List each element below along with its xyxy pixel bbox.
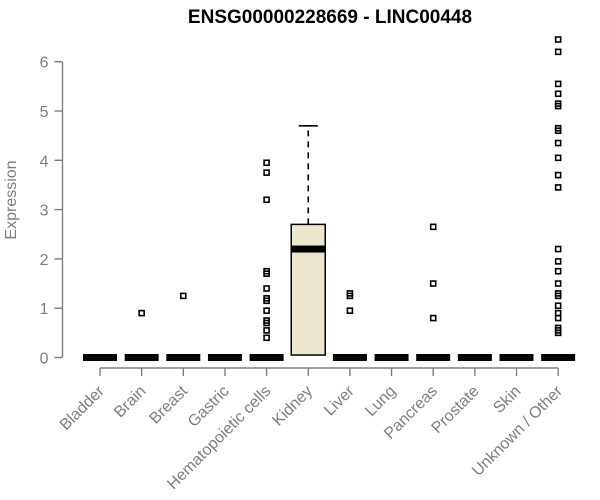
outlier-point <box>554 258 562 265</box>
zero-median-bar <box>457 354 492 361</box>
x-tick-label: Breast <box>146 382 191 427</box>
outlier-point <box>554 314 562 322</box>
outlier-point <box>554 80 562 88</box>
outlier-point <box>429 280 437 287</box>
chart-title: ENSG00000228669 - LINC00448 <box>188 7 472 28</box>
zero-median-bar <box>541 354 576 361</box>
y-tick-label: 1 <box>40 301 49 318</box>
outlier-point <box>429 314 437 322</box>
y-axis-label: Expression <box>3 160 20 239</box>
outlier-point <box>263 297 270 305</box>
y-tick-label: 4 <box>40 153 49 170</box>
x-tick-label: Lung <box>362 383 399 420</box>
outlier-point <box>554 127 562 135</box>
outlier-point <box>263 307 270 314</box>
outlier-point <box>346 292 354 300</box>
median-bar <box>291 245 326 253</box>
outlier-point <box>554 280 562 287</box>
x-tick-label: Brain <box>111 383 149 421</box>
outlier-point <box>554 48 562 56</box>
outlier-point <box>554 292 562 300</box>
outlier-point <box>554 90 562 98</box>
y-tick-label: 5 <box>40 104 49 121</box>
outlier-point <box>554 102 562 110</box>
zero-median-bar <box>207 354 242 361</box>
zero-median-bar <box>166 354 201 361</box>
outlier-point <box>429 223 437 231</box>
outlier-point <box>554 184 562 191</box>
zero-median-bar <box>374 354 409 361</box>
zero-median-bar <box>249 354 284 361</box>
zero-median-bar <box>416 354 451 361</box>
x-tick-label: Bladder <box>57 382 108 433</box>
outlier-point <box>554 154 562 162</box>
y-tick-label: 0 <box>40 351 49 368</box>
y-tick-label: 2 <box>40 252 49 269</box>
x-tick-label: Liver <box>321 382 358 419</box>
box-rect <box>290 223 326 356</box>
zero-median-bar <box>499 354 534 361</box>
zero-median-bar <box>124 354 159 361</box>
outlier-point <box>346 307 354 314</box>
outlier-point <box>554 302 562 310</box>
outlier-point <box>263 159 270 167</box>
outlier-point <box>180 292 187 300</box>
outlier-point <box>263 327 270 334</box>
y-tick-label: 6 <box>40 55 49 72</box>
outlier-point <box>263 169 270 176</box>
outlier-point <box>263 270 270 277</box>
outlier-point <box>554 139 562 147</box>
zero-median-bar <box>83 354 117 361</box>
outlier-point <box>554 245 562 253</box>
x-tick-label: Kidney <box>269 383 316 430</box>
outlier-point <box>554 36 562 43</box>
y-tick-label: 3 <box>40 203 49 220</box>
zero-median-bar <box>332 354 367 361</box>
outlier-point <box>263 285 270 292</box>
outlier-point <box>263 319 270 327</box>
outlier-point <box>554 329 562 337</box>
outlier-point <box>138 309 145 317</box>
x-tick-label: Skin <box>490 383 524 417</box>
outlier-point <box>263 334 270 342</box>
outlier-point <box>554 267 562 275</box>
outlier-point <box>554 171 562 179</box>
outlier-point <box>263 196 270 204</box>
